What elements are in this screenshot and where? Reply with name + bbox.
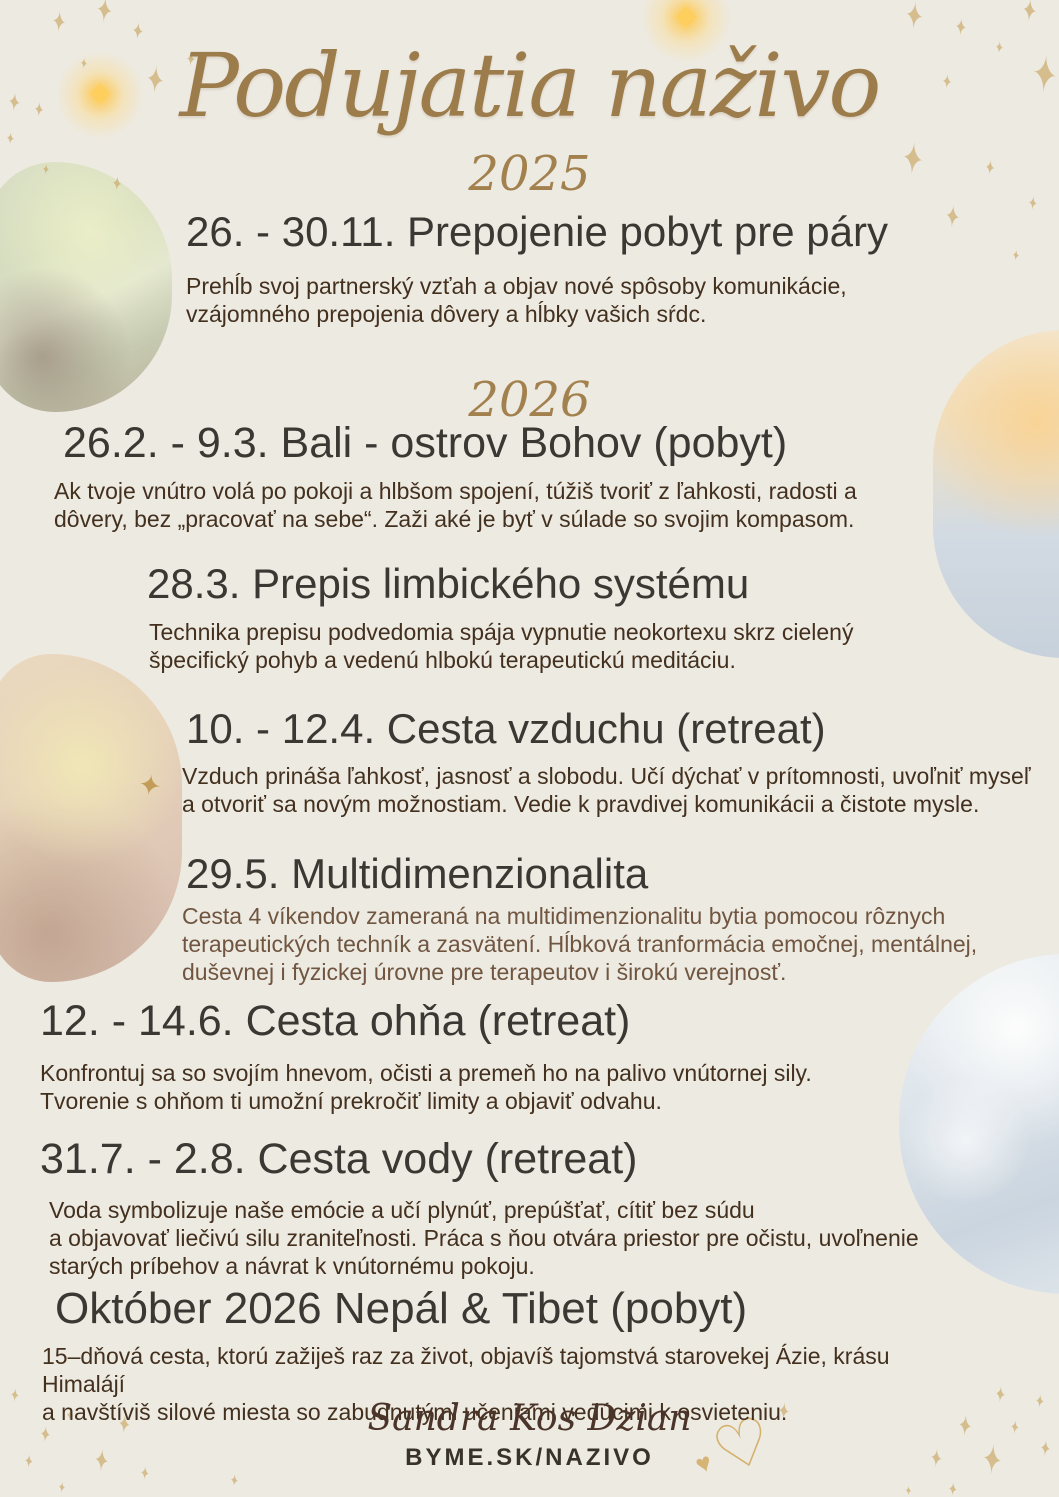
sparkle-icon: ✦ [904, 1482, 913, 1497]
event-heading: 10. - 12.4. Cesta vzduchu (retreat) [186, 705, 826, 752]
sparkle-icon: ✦ [229, 1471, 240, 1493]
event-heading: 29.5. Multidimenzionalita [186, 850, 649, 897]
signature: Sandra Kos Dzian [367, 1398, 692, 1439]
event-heading: 12. - 14.6. Cesta ohňa (retreat) [40, 997, 631, 1045]
event-description: Vzduch prináša ľahkosť, jasnosť a slobod… [182, 763, 1031, 818]
sparkle-icon: ✦ [1020, 0, 1039, 30]
event-description: Technika prepisu podvedomia spája vypnut… [149, 619, 854, 674]
event-description: Ak tvoje vnútro volá po pokoji a hlbšom … [54, 478, 857, 533]
sparkle-icon: ✦ [57, 1478, 67, 1497]
sparkle-icon: ✦ [947, 1479, 959, 1497]
event-description: 15–dňová cesta, ktorú zažiješ raz za živ… [42, 1343, 890, 1426]
sparkle-icon: ✦ [135, 768, 165, 803]
event-heading: 26. - 30.11. Prepojenie pobyt pre páry [186, 208, 889, 255]
poster-title: Podujatia naživo [179, 34, 882, 137]
event-heading: 26.2. - 9.3. Bali - ostrov Bohov (pobyt) [63, 419, 788, 467]
seedling-photo [0, 162, 172, 412]
glow-star-icon: ✦ [55, 50, 145, 140]
sparkle-icon: ✦ [94, 0, 115, 33]
event-heading: 31.7. - 2.8. Cesta vody (retreat) [40, 1135, 638, 1183]
event-description: Voda symbolizuje naše emócie a učí plynú… [49, 1197, 919, 1280]
healing-hands-photo [0, 654, 182, 982]
website-url: BYME.SK/NAZIVO [405, 1444, 654, 1471]
event-description: Prehĺb svoj partnerský vzťah a objav nov… [186, 273, 847, 328]
year-2025-heading: 2025 [468, 146, 591, 202]
sparkle-icon: ✦ [903, 0, 926, 40]
event-description: Cesta 4 víkendov zameraná na multidimenz… [182, 903, 978, 986]
event-heading: Október 2026 Nepál & Tibet (pobyt) [55, 1284, 748, 1333]
event-description: Konfrontuj sa so svojím hnevom, očisti a… [40, 1060, 812, 1115]
year-2026-heading: 2026 [468, 372, 591, 428]
sparkle-icon: ✦ [943, 198, 962, 236]
event-heading: 28.3. Prepis limbického systému [147, 560, 750, 607]
sparkle-icon: ✦ [1011, 246, 1021, 265]
